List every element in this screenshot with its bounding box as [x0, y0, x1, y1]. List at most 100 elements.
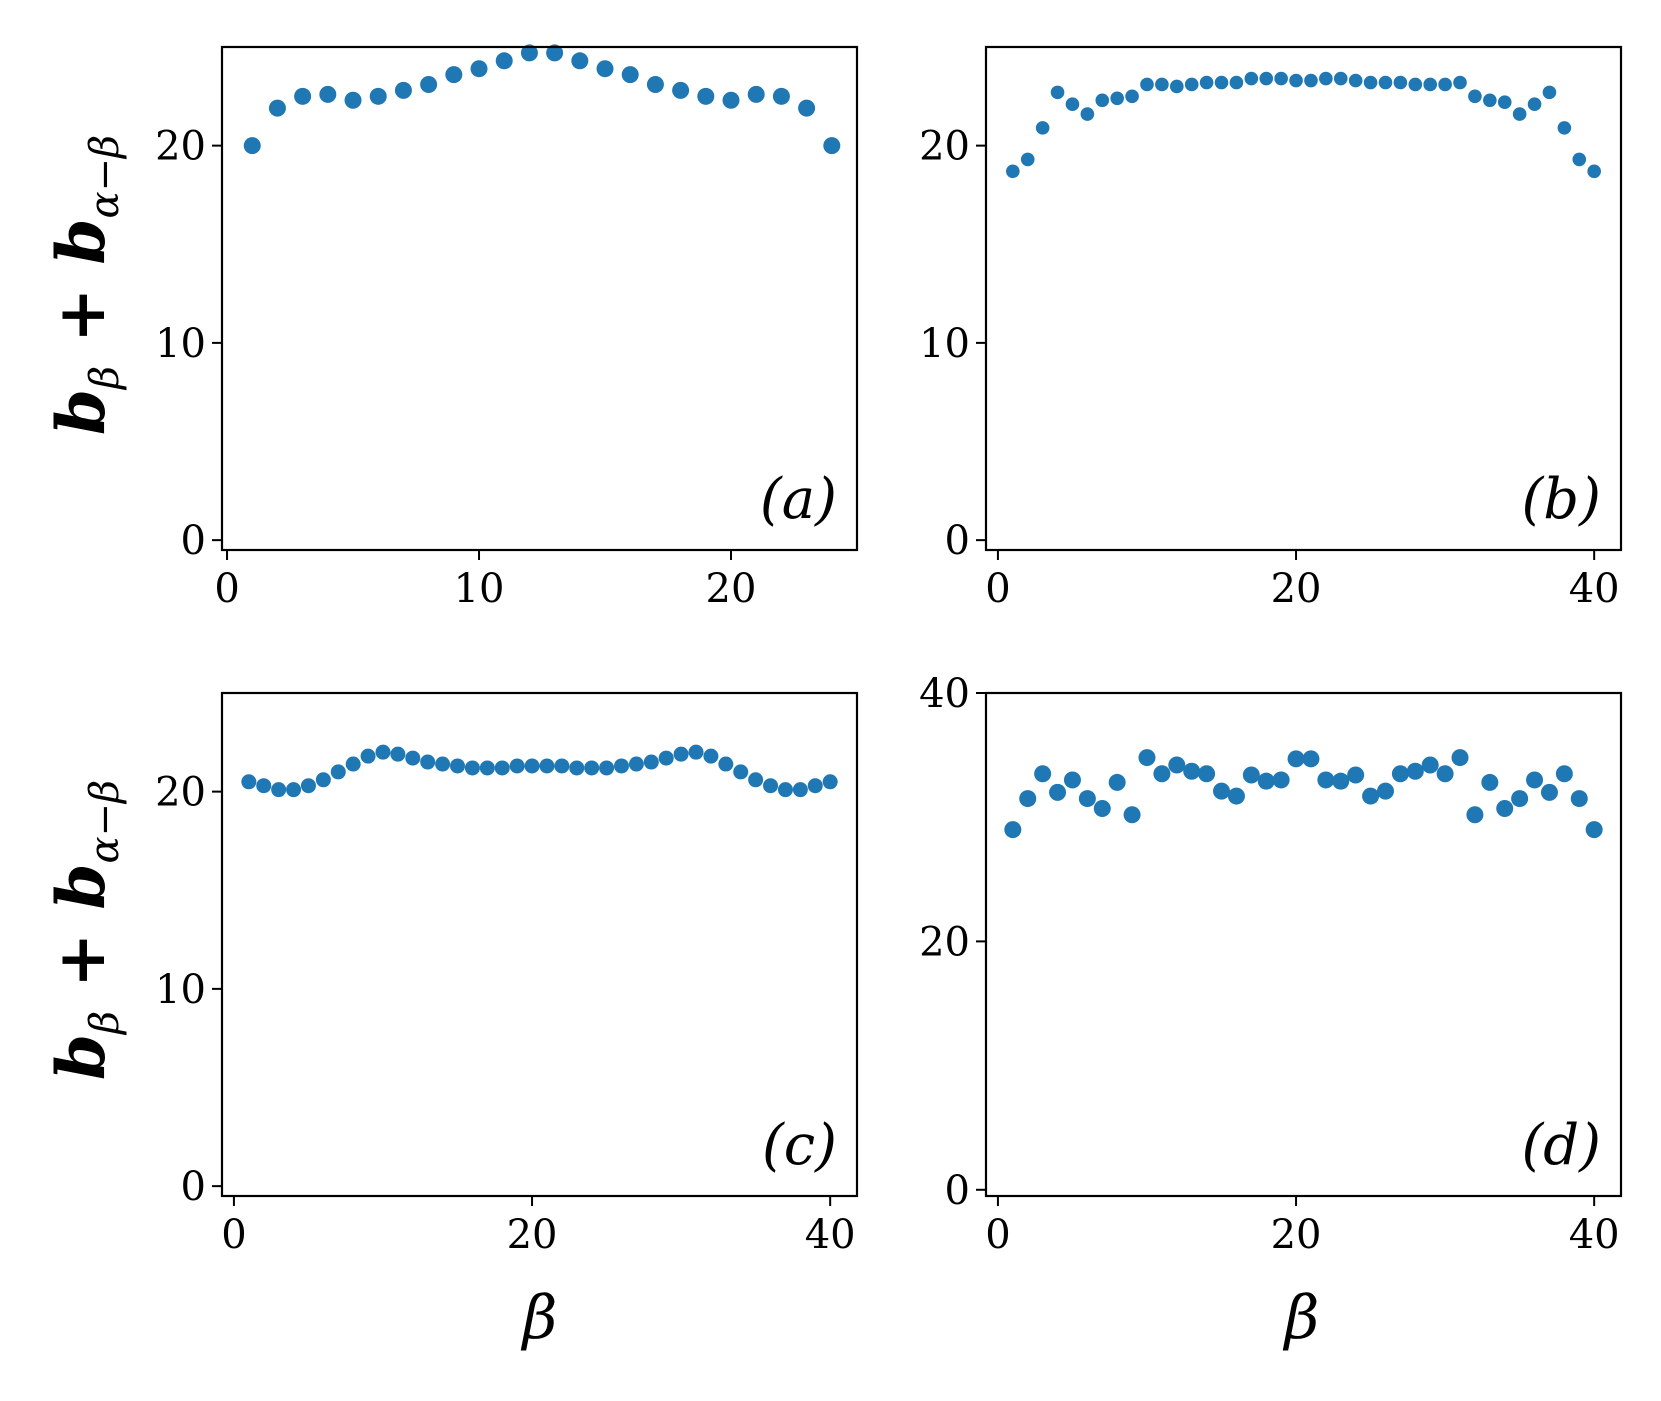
data-point — [1140, 77, 1154, 92]
data-point — [390, 746, 406, 762]
data-point — [1421, 756, 1439, 774]
data-point — [1570, 790, 1588, 808]
data-point — [1214, 75, 1229, 90]
y-tick-label: 0 — [945, 1168, 970, 1214]
panel-label: (b) — [1521, 467, 1601, 532]
y-tick-label: 20 — [155, 770, 206, 816]
y-tick-label: 20 — [919, 124, 970, 170]
data-point — [1019, 790, 1037, 808]
data-point — [1108, 773, 1126, 791]
data-point — [464, 760, 480, 776]
data-point — [643, 754, 659, 770]
data-point — [1065, 97, 1080, 112]
data-point — [584, 760, 600, 776]
data-point — [772, 87, 790, 105]
data-point — [628, 756, 644, 772]
data-point — [1468, 89, 1482, 104]
data-point — [798, 99, 816, 117]
data-point — [777, 782, 793, 798]
data-point — [1483, 93, 1497, 108]
data-point — [1438, 77, 1452, 92]
y-tick-label: 0 — [181, 1164, 206, 1210]
data-point — [1451, 749, 1469, 767]
data-point — [1317, 771, 1335, 789]
axes-frame — [220, 691, 859, 1198]
data-point — [748, 772, 764, 788]
data-point — [1004, 821, 1022, 839]
data-point — [539, 758, 555, 774]
data-point — [1406, 762, 1424, 780]
data-point — [1242, 766, 1260, 784]
data-point — [1302, 750, 1320, 768]
y-tick-label: 10 — [919, 321, 970, 367]
data-point — [1080, 107, 1095, 121]
data-point — [718, 756, 734, 772]
axes-frame — [984, 45, 1623, 552]
data-point — [1093, 800, 1111, 818]
data-point — [495, 52, 513, 70]
data-point — [1347, 766, 1365, 784]
y-axis-title-top: bβ + bα−β — [42, 135, 128, 435]
data-point — [763, 778, 779, 794]
data-point — [405, 750, 421, 766]
data-point — [1184, 77, 1199, 92]
data-point — [658, 750, 674, 766]
data-point — [599, 760, 615, 776]
data-point — [1006, 164, 1020, 179]
data-point — [1333, 71, 1348, 86]
x-tick-label: 40 — [1569, 566, 1620, 612]
data-point — [1391, 765, 1409, 783]
data-point — [1557, 121, 1572, 135]
data-point — [1123, 806, 1141, 824]
data-point — [435, 756, 451, 772]
data-point — [823, 137, 841, 155]
data-point — [1527, 97, 1542, 112]
data-point — [1304, 73, 1318, 88]
data-point — [1408, 77, 1423, 92]
data-point — [613, 758, 629, 774]
data-point — [1259, 71, 1274, 86]
data-point — [1287, 750, 1305, 768]
data-point — [1378, 75, 1393, 90]
data-point — [807, 778, 823, 794]
data-point — [360, 748, 376, 764]
data-point — [445, 66, 463, 84]
data-point — [450, 758, 466, 774]
data-point — [554, 758, 570, 774]
y-tick-label: 0 — [945, 518, 970, 564]
x-tick-label: 20 — [1271, 1212, 1322, 1258]
data-point — [369, 87, 387, 105]
data-point — [722, 91, 740, 109]
data-point — [1138, 749, 1156, 767]
data-point — [330, 764, 346, 780]
data-point — [470, 60, 488, 78]
data-point — [1155, 77, 1169, 92]
data-point — [1348, 73, 1363, 88]
data-point — [646, 75, 664, 93]
axes-frame — [220, 45, 859, 552]
data-point — [1095, 93, 1110, 108]
data-point — [1272, 771, 1290, 789]
data-point — [394, 81, 412, 99]
data-point — [1199, 75, 1214, 90]
x-tick-label: 10 — [454, 566, 505, 612]
data-point — [792, 782, 808, 798]
data-point — [479, 760, 495, 776]
data-point — [1183, 762, 1201, 780]
data-point — [1227, 787, 1245, 805]
data-point — [1169, 79, 1184, 94]
data-point — [286, 782, 302, 798]
y-tick-label: 20 — [155, 124, 206, 170]
data-point — [1363, 75, 1378, 90]
data-point — [672, 81, 690, 99]
data-point — [1213, 782, 1231, 800]
data-point — [1540, 783, 1558, 801]
data-point — [1376, 782, 1394, 800]
data-point — [375, 744, 391, 760]
data-point — [733, 764, 749, 780]
subplot-c: 0 20 40 0 10 20 (c) — [155, 691, 859, 1258]
data-point — [1332, 772, 1350, 790]
data-point — [1274, 71, 1288, 86]
